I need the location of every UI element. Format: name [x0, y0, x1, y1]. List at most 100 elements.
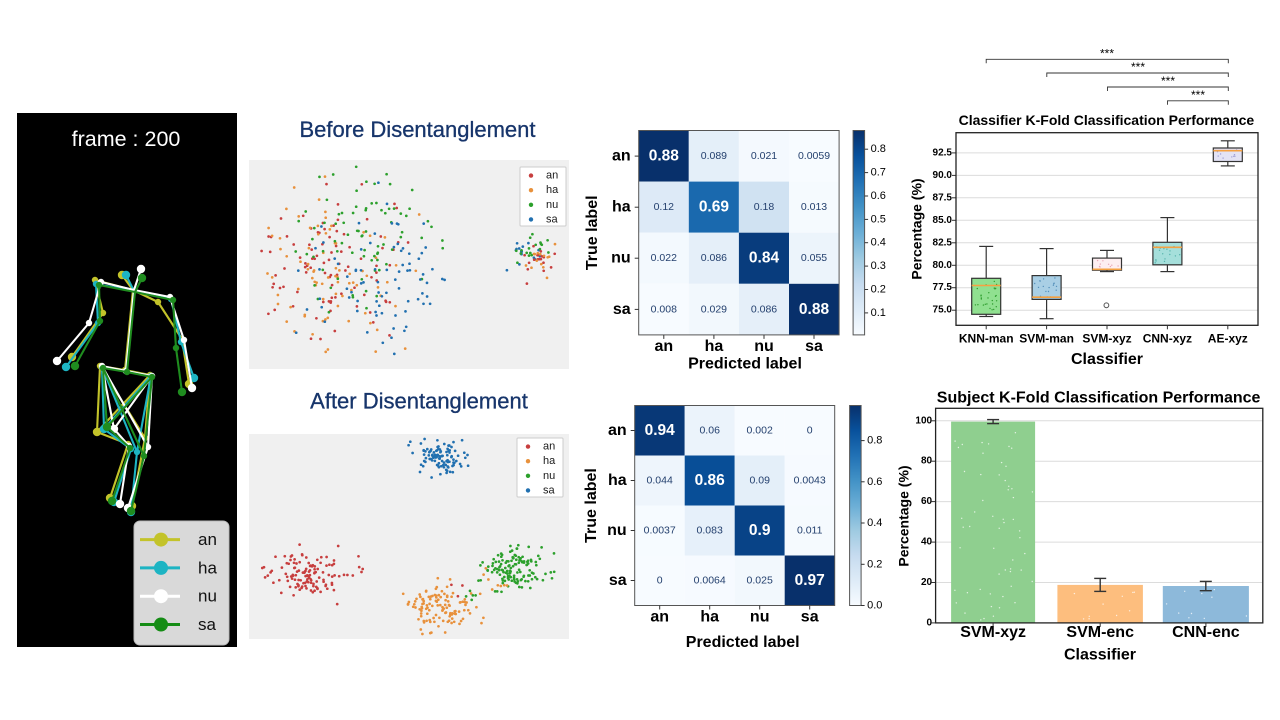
svg-text:0.0043: 0.0043: [794, 475, 826, 487]
svg-text:ha: ha: [700, 609, 719, 626]
svg-text:KNN-man: KNN-man: [959, 331, 1014, 345]
svg-text:Percentage (%): Percentage (%): [909, 178, 925, 279]
svg-text:SVM-xyz: SVM-xyz: [960, 624, 1026, 641]
svg-text:an: an: [546, 170, 558, 182]
svg-text:0.4: 0.4: [871, 237, 886, 249]
svg-text:0.8: 0.8: [867, 435, 882, 447]
svg-text:0.09: 0.09: [749, 475, 770, 487]
svg-text:80: 80: [921, 456, 933, 467]
svg-text:0.029: 0.029: [701, 303, 727, 315]
svg-text:an: an: [612, 148, 631, 165]
svg-text:85.0: 85.0: [933, 215, 953, 226]
svg-text:sa: sa: [546, 213, 559, 225]
svg-text:nu: nu: [607, 522, 627, 539]
svg-text:0.3: 0.3: [871, 260, 886, 272]
svg-text:ha: ha: [198, 558, 217, 577]
svg-text:0.011: 0.011: [797, 525, 823, 537]
svg-text:0.0037: 0.0037: [644, 525, 676, 537]
svg-text:After Disentanglement: After Disentanglement: [310, 389, 528, 414]
svg-text:an: an: [198, 530, 217, 549]
svg-text:0.4: 0.4: [867, 517, 882, 529]
svg-text:0.86: 0.86: [695, 472, 726, 489]
svg-text:an: an: [608, 422, 627, 439]
svg-text:True label: True label: [584, 195, 601, 270]
svg-text:nu: nu: [543, 470, 555, 482]
svg-text:0: 0: [807, 425, 813, 437]
svg-text:0.086: 0.086: [701, 252, 727, 264]
svg-text:0.089: 0.089: [701, 150, 727, 162]
svg-text:nu: nu: [754, 338, 774, 355]
svg-text:0.0: 0.0: [867, 600, 882, 612]
svg-text:Percentage (%): Percentage (%): [896, 465, 912, 566]
svg-text:0.6: 0.6: [867, 476, 882, 488]
svg-text:0.044: 0.044: [647, 475, 673, 487]
svg-text:40: 40: [921, 537, 933, 548]
svg-text:Classifier: Classifier: [1071, 351, 1143, 368]
svg-text:0.18: 0.18: [754, 201, 775, 213]
svg-text:0.97: 0.97: [795, 572, 825, 589]
svg-text:True label: True label: [583, 468, 600, 543]
svg-text:ha: ha: [705, 338, 724, 355]
svg-text:0.84: 0.84: [749, 250, 780, 267]
svg-text:Subject K-Fold Classification: Subject K-Fold Classification Performanc…: [937, 389, 1261, 406]
svg-text:ha: ha: [608, 472, 627, 489]
svg-text:Classifier K-Fold Classificati: Classifier K-Fold Classification Perform…: [959, 112, 1255, 128]
svg-text:80.0: 80.0: [933, 260, 953, 271]
svg-text:SVM-xyz: SVM-xyz: [1082, 331, 1131, 345]
svg-text:ha: ha: [612, 199, 631, 216]
svg-text:0.086: 0.086: [751, 303, 777, 315]
svg-text:60: 60: [921, 496, 933, 507]
svg-text:CNN-enc: CNN-enc: [1172, 624, 1240, 641]
svg-text:0.1: 0.1: [871, 307, 886, 319]
svg-text:***: ***: [1131, 60, 1145, 74]
svg-text:0.5: 0.5: [871, 213, 886, 225]
svg-text:0.0059: 0.0059: [798, 150, 830, 162]
svg-text:frame : 200: frame : 200: [72, 127, 181, 151]
svg-text:SVM-enc: SVM-enc: [1066, 624, 1134, 641]
svg-text:an: an: [650, 609, 669, 626]
svg-text:0.8: 0.8: [871, 143, 886, 155]
svg-text:***: ***: [1161, 74, 1175, 88]
svg-text:0.021: 0.021: [751, 150, 777, 162]
svg-text:nu: nu: [750, 609, 770, 626]
svg-text:0.9: 0.9: [749, 522, 771, 539]
svg-text:0: 0: [657, 575, 663, 587]
svg-text:77.5: 77.5: [933, 282, 953, 293]
svg-text:nu: nu: [611, 250, 631, 267]
svg-text:sa: sa: [613, 301, 631, 318]
svg-text:0.013: 0.013: [801, 201, 827, 213]
svg-text:0.083: 0.083: [697, 525, 723, 537]
svg-text:an: an: [654, 338, 673, 355]
svg-text:0.6: 0.6: [871, 190, 886, 202]
svg-text:0.022: 0.022: [651, 252, 677, 264]
svg-text:0.002: 0.002: [747, 425, 773, 437]
svg-text:0.025: 0.025: [747, 575, 773, 587]
svg-text:0.06: 0.06: [699, 425, 720, 437]
svg-text:90.0: 90.0: [933, 170, 953, 181]
svg-text:92.5: 92.5: [933, 147, 953, 158]
svg-text:0.12: 0.12: [654, 201, 675, 213]
svg-text:100: 100: [915, 415, 932, 426]
svg-text:0.7: 0.7: [871, 167, 886, 179]
svg-text:***: ***: [1100, 46, 1114, 60]
svg-text:CNN-xyz: CNN-xyz: [1143, 331, 1192, 345]
svg-text:0.2: 0.2: [867, 558, 882, 570]
svg-text:ha: ha: [543, 455, 556, 467]
svg-text:82.5: 82.5: [933, 237, 953, 248]
svg-text:nu: nu: [198, 587, 217, 606]
svg-text:0.0064: 0.0064: [694, 575, 726, 587]
svg-text:ha: ha: [546, 184, 559, 196]
svg-text:an: an: [543, 441, 555, 453]
svg-text:Predicted label: Predicted label: [686, 634, 800, 651]
svg-text:sa: sa: [805, 338, 823, 355]
svg-text:Before Disentanglement: Before Disentanglement: [299, 117, 535, 142]
svg-text:0.94: 0.94: [645, 422, 676, 439]
svg-text:Classifier: Classifier: [1064, 647, 1136, 664]
svg-text:0.2: 0.2: [871, 284, 886, 296]
svg-text:0.88: 0.88: [649, 148, 680, 165]
svg-text:0.69: 0.69: [699, 199, 730, 216]
svg-text:87.5: 87.5: [933, 192, 953, 203]
svg-text:0.055: 0.055: [801, 252, 827, 264]
svg-text:0: 0: [927, 617, 933, 628]
svg-text:AE-xyz: AE-xyz: [1208, 331, 1248, 345]
